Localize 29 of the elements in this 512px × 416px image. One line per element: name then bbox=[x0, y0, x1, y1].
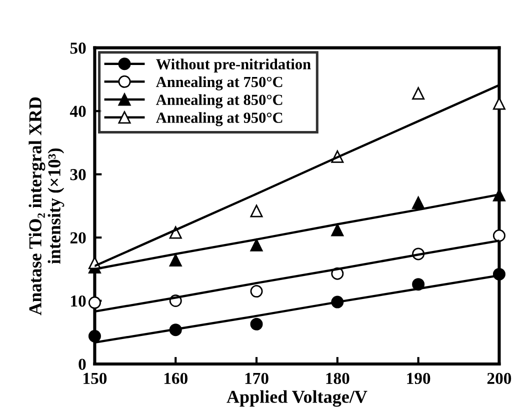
point bbox=[250, 204, 263, 218]
point bbox=[169, 254, 182, 267]
y-tick-label: 20 bbox=[70, 232, 86, 244]
y-tick-label: 30 bbox=[70, 169, 86, 180]
legend-label: Without pre-nitridation bbox=[156, 58, 311, 72]
x-tick-label: 160 bbox=[164, 372, 188, 384]
point bbox=[492, 229, 506, 242]
point bbox=[250, 238, 263, 252]
point bbox=[412, 196, 425, 210]
point bbox=[88, 296, 101, 309]
x-tick-label: 190 bbox=[407, 372, 430, 384]
y-tick-label: 50 bbox=[70, 42, 86, 54]
y-tick-label: 0 bbox=[78, 358, 86, 370]
x-tick-label: 150 bbox=[84, 372, 107, 384]
x-tick-label: 180 bbox=[326, 372, 350, 384]
point bbox=[88, 330, 101, 342]
point bbox=[331, 224, 344, 236]
legend-label: Annealing at 750°C bbox=[156, 76, 282, 90]
y-tick-label: 40 bbox=[70, 106, 86, 118]
legend-label: Annealing at 850°C bbox=[156, 94, 282, 108]
point bbox=[412, 87, 425, 100]
x-tick-label: 200 bbox=[487, 372, 512, 384]
point bbox=[250, 285, 263, 298]
x-tick-label: 170 bbox=[245, 372, 268, 384]
y-tick-label: 10 bbox=[71, 295, 86, 307]
x-axis-title: Applied Voltage/V bbox=[226, 390, 368, 407]
point bbox=[250, 318, 263, 330]
y-axis-title: Anatase TiO₂ intergral XRD intensity (×10³) bbox=[28, 97, 64, 316]
legend-label: Annealing at 950°C bbox=[156, 112, 282, 126]
